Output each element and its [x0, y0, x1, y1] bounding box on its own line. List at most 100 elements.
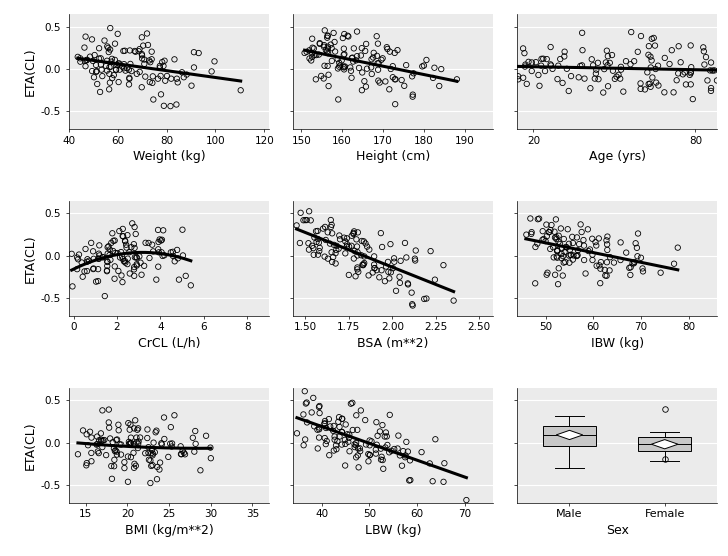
X-axis label: BMI (kg/m**2): BMI (kg/m**2) — [124, 524, 213, 537]
Point — [206, 67, 218, 76]
Point — [128, 265, 140, 274]
Point — [171, 245, 183, 254]
Point — [306, 43, 318, 52]
Point — [552, 246, 563, 255]
Point — [601, 240, 613, 249]
Point — [350, 411, 362, 420]
Point — [384, 47, 396, 56]
Point — [348, 230, 360, 239]
Point — [356, 86, 368, 95]
Point — [558, 252, 569, 261]
Point — [81, 459, 92, 468]
Point — [90, 61, 102, 70]
Point — [294, 239, 306, 247]
Point — [374, 427, 386, 436]
Point — [625, 263, 636, 272]
Point — [106, 54, 118, 63]
Point — [148, 95, 159, 104]
Point — [127, 448, 139, 457]
Point — [325, 216, 336, 225]
Point — [416, 448, 427, 456]
Point — [320, 424, 332, 433]
Point — [82, 257, 93, 266]
Point — [301, 47, 312, 56]
Point — [143, 254, 155, 262]
Point — [113, 59, 124, 68]
Point — [685, 41, 697, 50]
Point — [389, 48, 400, 57]
Point — [550, 235, 562, 244]
Point — [113, 266, 124, 275]
Point — [319, 434, 331, 443]
Point — [675, 58, 687, 67]
Point — [176, 68, 188, 77]
Point — [106, 74, 118, 83]
Point — [543, 228, 555, 237]
Point — [438, 478, 449, 486]
Point — [153, 237, 165, 246]
Point — [148, 438, 159, 447]
Point — [333, 423, 345, 431]
Point — [312, 235, 324, 244]
Point — [145, 479, 157, 488]
Point — [526, 228, 537, 237]
Point — [84, 52, 96, 61]
Point — [124, 420, 136, 429]
Point — [117, 47, 129, 56]
X-axis label: CrCL (L/h): CrCL (L/h) — [138, 336, 200, 350]
Point — [562, 225, 574, 234]
Point — [79, 43, 90, 52]
Point — [166, 442, 178, 451]
Point — [102, 249, 114, 258]
Point — [545, 61, 557, 70]
Point — [314, 244, 325, 252]
Point — [364, 436, 376, 445]
Point — [344, 242, 355, 251]
Point — [101, 261, 113, 270]
Point — [539, 237, 551, 246]
Point — [571, 251, 582, 260]
Point — [558, 235, 569, 244]
Point — [157, 251, 168, 260]
Point — [131, 70, 143, 78]
Point — [384, 410, 395, 419]
Point — [372, 59, 384, 68]
Point — [140, 72, 151, 81]
Point — [553, 264, 564, 273]
Point — [95, 65, 107, 74]
Point — [193, 48, 205, 57]
Point — [177, 446, 189, 455]
Point — [331, 245, 342, 254]
Point — [602, 61, 614, 70]
Point — [547, 64, 558, 73]
Point — [167, 251, 179, 260]
Point — [93, 436, 105, 445]
Point — [333, 418, 344, 426]
Point — [306, 34, 318, 43]
Point — [363, 450, 374, 459]
Point — [350, 441, 362, 450]
Point — [406, 72, 418, 81]
Point — [151, 426, 162, 435]
Point — [535, 61, 547, 70]
Point — [650, 78, 662, 87]
Point — [356, 236, 368, 245]
Point — [354, 444, 365, 453]
Point — [545, 43, 556, 52]
Point — [319, 419, 331, 428]
Point — [188, 63, 199, 72]
Point — [310, 75, 322, 84]
Point — [336, 440, 347, 449]
Point — [119, 458, 130, 466]
Point — [407, 92, 419, 101]
Point — [339, 461, 351, 470]
Point — [567, 255, 579, 264]
Point — [320, 46, 332, 54]
Point — [349, 246, 360, 255]
Point — [346, 241, 357, 250]
Point — [319, 416, 331, 425]
Point — [333, 413, 345, 421]
Point — [130, 253, 142, 262]
Point — [81, 430, 92, 439]
Point — [147, 449, 159, 458]
